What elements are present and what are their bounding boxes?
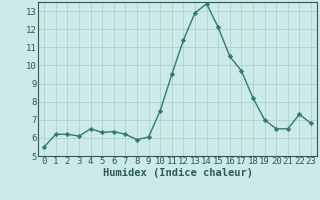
X-axis label: Humidex (Indice chaleur): Humidex (Indice chaleur) xyxy=(103,168,252,178)
